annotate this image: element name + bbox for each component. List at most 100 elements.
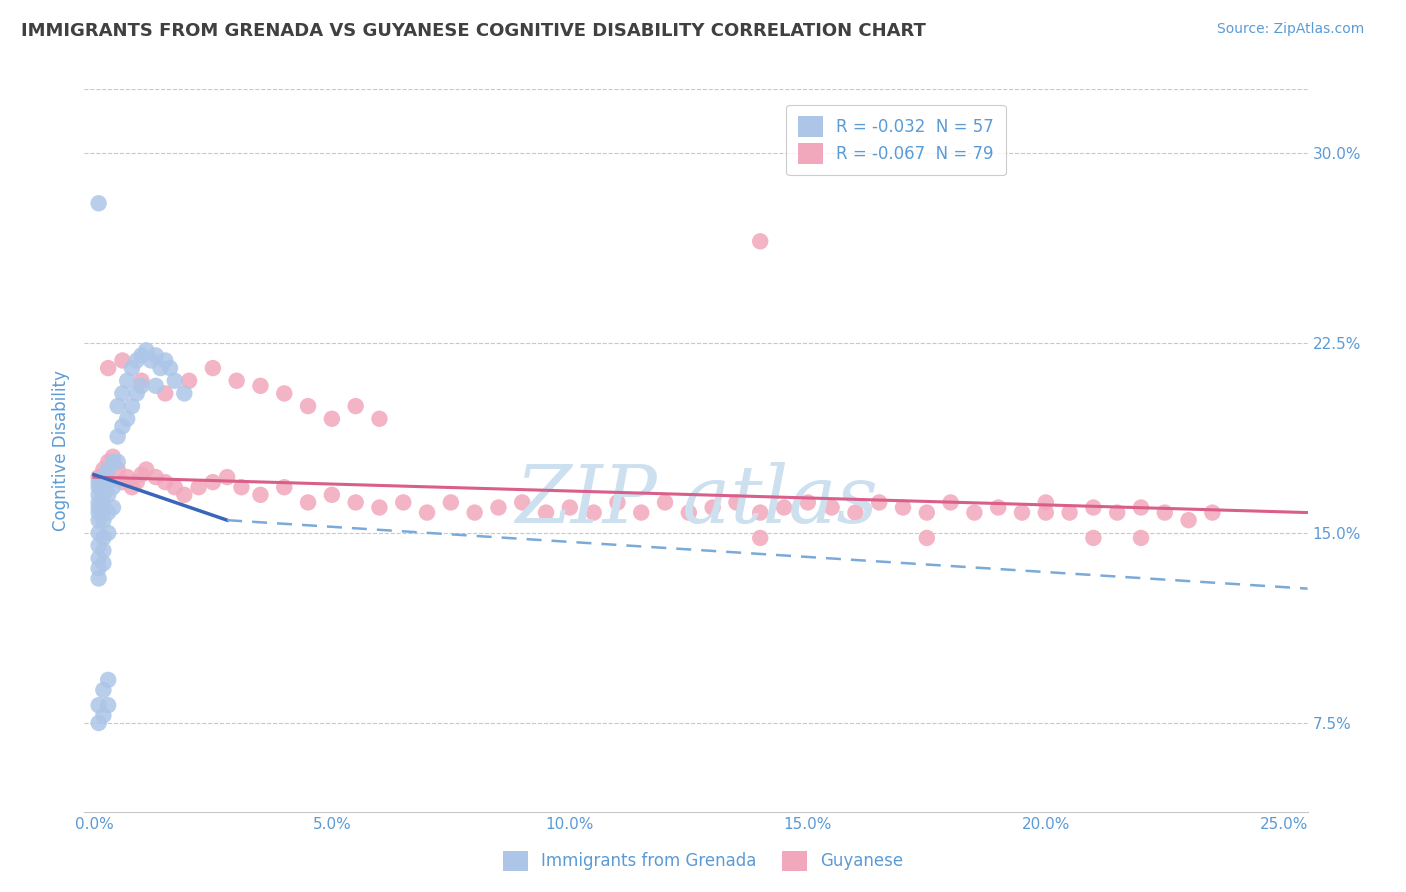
Point [93,543,115,558]
Point [107,399,129,413]
Point [606,495,628,509]
Point [115,470,138,484]
Point [87,698,110,713]
Point [321,411,343,425]
Point [749,235,772,249]
Point [131,379,153,393]
Point [249,488,271,502]
Text: IMMIGRANTS FROM GRENADA VS GUYANESE COGNITIVE DISABILITY CORRELATION CHART: IMMIGRANTS FROM GRENADA VS GUYANESE COGN… [21,22,927,40]
Point [101,500,124,515]
Point [131,374,153,388]
Point [125,386,148,401]
Point [820,500,842,515]
Point [392,495,415,509]
Point [135,343,157,358]
Point [87,495,110,509]
Point [163,374,186,388]
Y-axis label: Cognitive Disability: Cognitive Disability [52,370,70,531]
Legend: Immigrants from Grenada, Guyanese: Immigrants from Grenada, Guyanese [495,842,911,880]
Point [93,470,115,484]
Legend: R = -0.032  N = 57, R = -0.067  N = 79: R = -0.032 N = 57, R = -0.067 N = 79 [786,104,1005,176]
Point [87,513,110,527]
Point [97,506,120,520]
Point [534,506,557,520]
Point [87,572,110,586]
Point [87,525,110,540]
Point [344,495,367,509]
Point [344,399,367,413]
Point [145,470,167,484]
Point [87,488,110,502]
Point [93,531,115,545]
Point [87,480,110,494]
Point [125,353,148,368]
Point [231,480,253,494]
Point [297,399,319,413]
Point [145,379,167,393]
Point [749,506,772,520]
Point [121,399,143,413]
Point [1011,506,1033,520]
Point [173,488,195,502]
Text: Source: ZipAtlas.com: Source: ZipAtlas.com [1216,22,1364,37]
Point [93,488,115,502]
Point [582,506,605,520]
Point [139,353,162,368]
Point [464,506,486,520]
Point [678,506,700,520]
Point [177,374,200,388]
Point [125,475,148,490]
Point [217,470,239,484]
Point [93,462,115,476]
Point [159,361,181,376]
Point [97,455,120,469]
Point [273,480,295,494]
Point [97,488,120,502]
Point [107,462,129,476]
Point [702,500,724,515]
Point [915,506,938,520]
Point [155,475,177,490]
Point [93,556,115,570]
Point [101,455,124,469]
Point [149,361,172,376]
Point [93,513,115,527]
Point [797,495,820,509]
Point [249,379,271,393]
Point [1059,506,1081,520]
Point [225,374,247,388]
Point [273,386,295,401]
Point [93,708,115,723]
Point [416,506,439,520]
Point [87,470,110,484]
Point [121,480,143,494]
Point [963,506,986,520]
Point [1035,506,1057,520]
Point [1130,531,1153,545]
Point [115,374,138,388]
Point [97,475,120,490]
Point [107,429,129,443]
Point [1130,500,1153,515]
Point [187,480,209,494]
Point [93,683,115,698]
Point [111,386,134,401]
Point [1153,506,1175,520]
Point [145,348,167,362]
Point [163,480,186,494]
Point [121,361,143,376]
Point [868,495,890,509]
Point [87,506,110,520]
Point [87,475,110,490]
Point [101,480,124,494]
Point [87,500,110,515]
Point [101,450,124,464]
Point [173,386,195,401]
Point [321,488,343,502]
Point [939,495,962,509]
Point [773,500,796,515]
Point [131,348,153,362]
Point [510,495,533,509]
Point [1177,513,1199,527]
Point [97,462,120,476]
